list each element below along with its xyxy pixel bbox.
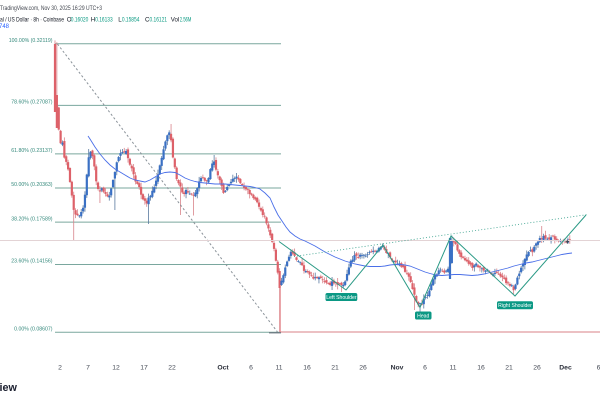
svg-text:16: 16	[477, 365, 485, 372]
svg-text:al / US Dollar · 8h · Coinbase: al / US Dollar · 8h · Coinbase	[0, 17, 64, 24]
svg-text:11: 11	[275, 365, 282, 372]
svg-text:2: 2	[58, 365, 62, 372]
svg-text:748: 748	[0, 23, 10, 30]
svg-text:L: L	[118, 17, 122, 24]
svg-text:38.20% (0.17589): 38.20% (0.17589)	[11, 216, 53, 222]
svg-text:Nov: Nov	[391, 365, 404, 372]
svg-text:23.60% (0.14156): 23.60% (0.14156)	[11, 259, 53, 265]
svg-text:12: 12	[112, 365, 120, 372]
svg-text:TradingView.com, Nov 30, 2025: TradingView.com, Nov 30, 2025 16:29 UTC+…	[0, 5, 102, 12]
svg-text:0.15854: 0.15854	[122, 17, 140, 24]
svg-text:H: H	[91, 17, 95, 24]
svg-text:16: 16	[303, 365, 311, 372]
svg-text:Dec: Dec	[559, 365, 572, 372]
svg-text:iew: iew	[0, 382, 18, 394]
svg-text:7: 7	[86, 365, 90, 372]
svg-text:0.16121: 0.16121	[150, 17, 168, 24]
svg-text:Vol: Vol	[171, 17, 180, 24]
svg-text:17: 17	[140, 365, 148, 372]
svg-text:Oct: Oct	[217, 365, 229, 372]
svg-text:0.16020: 0.16020	[71, 17, 89, 24]
svg-text:0.16133: 0.16133	[95, 17, 113, 24]
svg-text:0.00% (0.08607): 0.00% (0.08607)	[14, 327, 53, 333]
svg-text:21: 21	[331, 365, 339, 372]
svg-text:61.80% (0.23137): 61.80% (0.23137)	[11, 148, 53, 154]
svg-text:C: C	[145, 17, 150, 24]
svg-text:2.56M: 2.56M	[180, 17, 192, 24]
svg-text:Left Shoulder: Left Shoulder	[326, 295, 357, 301]
svg-text:6: 6	[249, 365, 253, 372]
svg-text:21: 21	[505, 365, 513, 372]
svg-text:78.60% (0.27087): 78.60% (0.27087)	[11, 100, 53, 106]
svg-text:22: 22	[168, 365, 176, 372]
svg-text:6: 6	[423, 365, 427, 372]
svg-text:Right Shoulder: Right Shoulder	[498, 303, 532, 309]
svg-text:26: 26	[533, 365, 541, 372]
svg-text:O: O	[67, 17, 72, 24]
svg-text:26: 26	[359, 365, 367, 372]
svg-text:100.00% (0.32119): 100.00% (0.32119)	[9, 38, 53, 44]
svg-text:50.00% (0.20363): 50.00% (0.20363)	[11, 182, 53, 188]
svg-text:11: 11	[449, 365, 456, 372]
svg-text:6: 6	[597, 365, 600, 372]
svg-text:Head: Head	[417, 313, 429, 319]
